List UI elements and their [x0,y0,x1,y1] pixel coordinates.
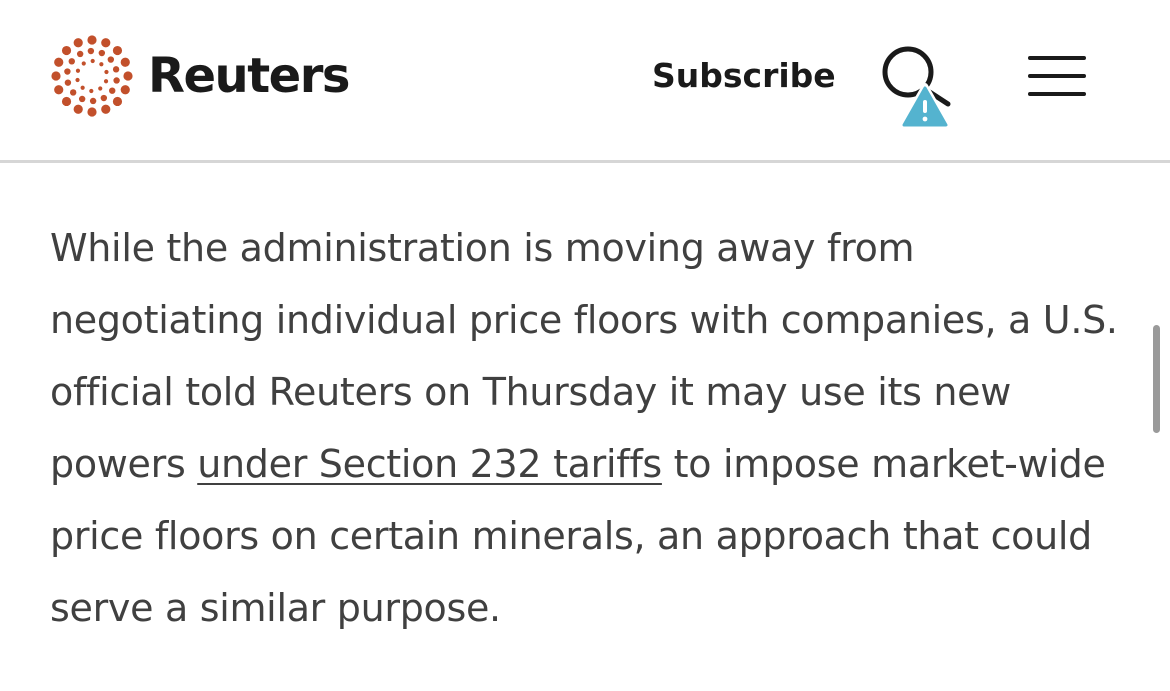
warning-icon [899,83,951,129]
paragraph-text-after-link: to impose market-wide price floors on ce… [50,442,1106,630]
subscribe-button[interactable]: Subscribe [652,52,836,100]
logo-text: Reuters [148,48,350,104]
section-232-tariffs-link[interactable]: under Section 232 tariffs [197,442,662,486]
reuters-dot-ring-icon [51,35,133,117]
reuters-logo[interactable]: Reuters [50,34,350,118]
menu-button[interactable] [1028,54,1090,100]
scrollbar-thumb[interactable] [1153,325,1160,433]
paragraph-text-before-link: While the administration is moving away … [50,226,1118,486]
search-button[interactable] [878,40,958,132]
article-paragraph: While the administration is moving away … [50,212,1120,644]
site-header: Reuters Subscribe [0,0,1170,163]
